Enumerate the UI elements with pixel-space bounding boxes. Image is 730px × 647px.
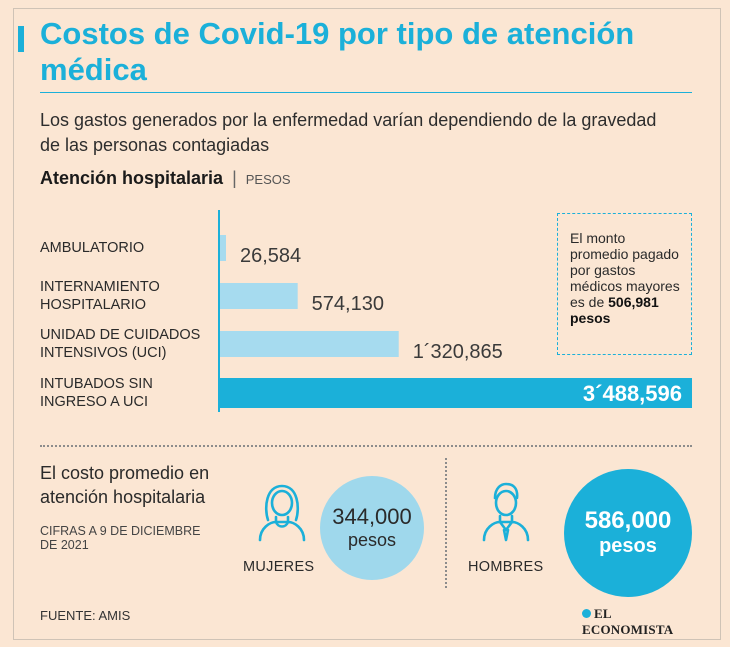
chart-title-separator: |: [232, 168, 237, 188]
category-label-line: UNIDAD DE CUIDADOS: [40, 327, 201, 343]
category-label-3: INTUBADOS SIN INGRESO A UCI: [40, 375, 215, 411]
category-label-line: INTENSIVOS (UCI): [40, 345, 167, 361]
note-text: El monto promedio pagado por gastos médi…: [570, 230, 680, 310]
women-average-circle: 344,000 pesos: [320, 476, 424, 580]
brand-logo: EL ECONOMISTA: [582, 606, 694, 638]
bar-value-label-2: 1´320,865: [413, 341, 503, 363]
gender-divider: [445, 458, 447, 588]
average-note-box: El monto promedio pagado por gastos médi…: [557, 213, 692, 355]
women-average-unit: pesos: [347, 530, 397, 550]
category-label-line: INGRESO A UCI: [40, 394, 148, 410]
brand-name: EL ECONOMISTA: [582, 606, 674, 637]
page-subtitle: Los gastos generados por la enfermedad v…: [40, 110, 657, 155]
category-label-2: UNIDAD DE CUIDADOS INTENSIVOS (UCI): [40, 326, 215, 362]
category-label-1: INTERNAMIENTO HOSPITALARIO: [40, 278, 215, 314]
man-icon: [482, 482, 530, 542]
bar-1: [220, 283, 298, 309]
women-label: MUJERES: [243, 559, 315, 575]
section-divider: [40, 445, 692, 447]
bar-value-label-1: 574,130: [312, 293, 384, 315]
chart-unit: PESOS: [245, 172, 291, 187]
bar-value-label-3: 3´488,596: [583, 381, 682, 406]
title-divider: [40, 92, 692, 93]
note-amount: 506,981 pesos: [570, 294, 659, 326]
date-note: CIFRAS A 9 DE DICIEMBRE DE 2021: [40, 524, 201, 552]
bar-2: [220, 331, 399, 357]
women-average-value: 344,000: [332, 504, 412, 529]
men-average-circle: 586,000 pesos: [564, 469, 692, 597]
brand-mark-icon: [582, 609, 591, 618]
category-label-line: HOSPITALARIO: [40, 297, 147, 313]
bar-0: [220, 235, 226, 261]
infographic-frame: [13, 8, 721, 640]
category-label-line: INTERNAMIENTO: [40, 279, 160, 295]
category-label-line: AMBULATORIO: [40, 240, 145, 256]
chart-title: Atención hospitalaria: [40, 168, 224, 188]
category-label-line: INTUBADOS SIN: [40, 376, 153, 392]
men-average-unit: pesos: [599, 535, 657, 557]
source-note: FUENTE: AMIS: [40, 608, 131, 623]
men-average-value: 586,000: [584, 507, 672, 534]
page-title: Costos de Covid-19 por tipo de atención …: [40, 16, 635, 87]
title-accent-bar: [18, 26, 24, 52]
category-label-0: AMBULATORIO: [40, 239, 215, 257]
average-cost-label: El costo promedio en atención hospitalar…: [40, 463, 210, 507]
bar-value-label-0: 26,584: [240, 245, 301, 267]
chart-heading: Atención hospitalaria | PESOS: [40, 168, 291, 189]
men-label: HOMBRES: [468, 559, 544, 575]
bar-3: [220, 378, 692, 408]
woman-icon: [258, 484, 306, 542]
